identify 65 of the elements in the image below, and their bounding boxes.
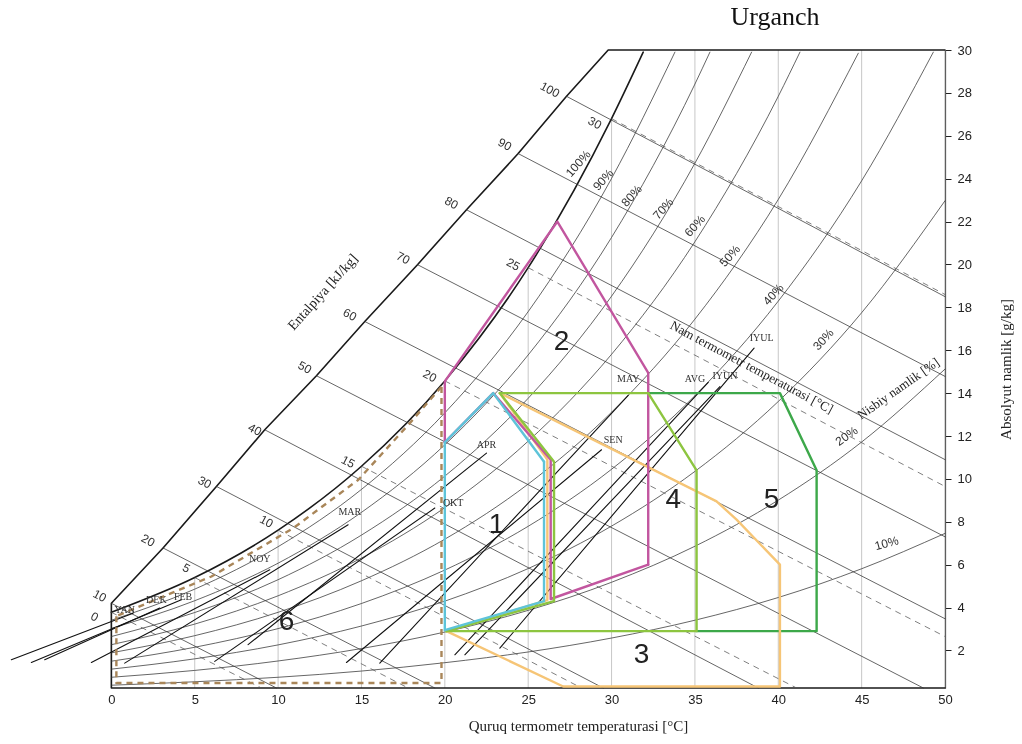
text: 90%	[589, 165, 617, 194]
text: 90	[495, 135, 515, 154]
y-tick-label: 26	[957, 128, 972, 144]
text: 70%	[649, 194, 677, 223]
series-label: NOY	[248, 553, 271, 565]
y-tick-label: 30	[957, 42, 972, 58]
text: 25	[504, 255, 523, 274]
y-tick-label: 20	[957, 256, 972, 272]
x-tick-label: 15	[354, 691, 370, 707]
y-tick-label: 8	[957, 514, 965, 530]
text: 30	[585, 113, 605, 133]
y-tick-label: 24	[957, 171, 972, 187]
annotation: 5	[763, 483, 780, 515]
x-tick-label: 10	[271, 691, 286, 707]
x-tick-label: 35	[688, 691, 703, 707]
y-tick-label: 2	[957, 642, 965, 658]
text: 20	[138, 531, 158, 550]
text: 100	[537, 78, 563, 101]
text: 60	[340, 305, 360, 325]
text: 10	[90, 586, 110, 606]
text: 20%	[832, 423, 861, 449]
annotation: 1	[488, 507, 505, 539]
x-tick-label: 5	[191, 691, 199, 707]
text: 10	[257, 512, 276, 531]
text: 40%	[760, 280, 787, 309]
x-tick-label: 50	[938, 691, 953, 707]
y-tick-label: 4	[957, 600, 965, 616]
y-tick-label: 14	[957, 385, 972, 401]
text: 50	[295, 358, 315, 377]
text: 80	[442, 193, 461, 213]
y-tick-label: 16	[957, 342, 972, 358]
series-label: FEB	[173, 590, 193, 602]
y-tick-label: 6	[957, 557, 965, 573]
annotation: 2	[553, 324, 570, 356]
text: 5	[180, 560, 193, 577]
y-tick-label: 22	[957, 214, 972, 230]
series-label: MAY	[617, 372, 640, 384]
chart-title: Urganch	[730, 2, 820, 31]
text: 30	[195, 473, 215, 492]
text: 60%	[681, 212, 709, 240]
x-tick-label: 30	[604, 691, 620, 707]
x-tick-label: 25	[521, 691, 536, 707]
y-axis-title: Absolyut namlik [g/kg]	[997, 299, 1014, 440]
y-tick-label: 12	[957, 428, 972, 444]
text: 20	[420, 366, 440, 386]
text: 40	[245, 420, 265, 440]
x-tick-label: 20	[438, 691, 453, 707]
x-tick-label: 0	[108, 691, 116, 707]
text: 15	[338, 452, 358, 472]
x-tick-label: 45	[854, 691, 870, 707]
series-label: IYUL	[749, 332, 774, 344]
annotation: 3	[633, 637, 650, 669]
text: 70	[393, 248, 413, 268]
series-label: MAR	[338, 505, 362, 517]
x-tick-label: 40	[771, 691, 787, 707]
series-label: AVG	[684, 372, 706, 384]
y-tick-label: 10	[957, 471, 972, 487]
series-label: SEN	[603, 434, 623, 446]
text: 0	[88, 609, 102, 625]
annotation: 4	[665, 483, 682, 515]
y-tick-label: 18	[957, 299, 972, 315]
y-tick-label: 28	[957, 85, 972, 101]
x-axis-title: Quruq termometr temperaturasi [°C]	[468, 717, 689, 734]
text: 10%	[873, 533, 901, 554]
series-label: APR	[476, 438, 497, 450]
